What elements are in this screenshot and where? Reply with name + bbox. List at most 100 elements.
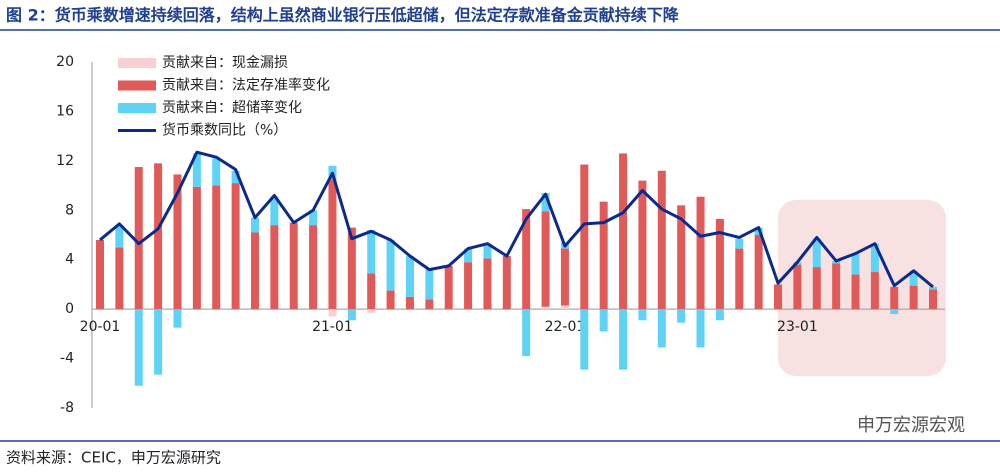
bar-segment bbox=[657, 170, 666, 310]
line-series bbox=[99, 150, 934, 289]
bar-segment bbox=[696, 309, 705, 348]
bar-segment bbox=[541, 211, 550, 307]
bar-segment bbox=[657, 309, 666, 348]
bar-segment bbox=[929, 286, 937, 290]
y-tick-label: -4 bbox=[60, 351, 74, 367]
bar-segment bbox=[444, 265, 453, 310]
bar-segment bbox=[793, 264, 802, 310]
bar-segment bbox=[619, 309, 628, 370]
bar-segment bbox=[173, 309, 182, 328]
bar-segment bbox=[425, 269, 434, 300]
bar-segment bbox=[715, 218, 724, 310]
bar-segment bbox=[134, 309, 143, 386]
bar-segment bbox=[173, 174, 182, 310]
bar-segment bbox=[464, 248, 473, 263]
bar-segment bbox=[425, 299, 434, 310]
bar-segment bbox=[599, 201, 608, 310]
bar-segment bbox=[309, 225, 318, 310]
bar-segment bbox=[541, 306, 550, 310]
bar-segment bbox=[192, 186, 201, 310]
bar-segment bbox=[909, 285, 918, 310]
bar-segment bbox=[386, 239, 395, 291]
y-tick-label: 16 bbox=[56, 103, 74, 119]
bar-segment bbox=[677, 205, 686, 310]
bar-segment bbox=[715, 309, 724, 321]
bar-segment bbox=[134, 167, 143, 310]
bar-segment bbox=[638, 180, 647, 310]
bar-segment bbox=[870, 243, 879, 273]
bar-segment bbox=[638, 309, 647, 321]
bar-segment bbox=[289, 222, 298, 310]
bar-segment bbox=[580, 164, 589, 310]
bar-segment bbox=[483, 243, 492, 259]
bar-segment bbox=[735, 248, 744, 310]
chart-title: 图 2：货币乘数增速持续回落，结构上虽然商业银行压低超储，但法定存款准备金贡献持… bbox=[6, 6, 680, 25]
bar-segment bbox=[115, 225, 124, 248]
bar-segment bbox=[270, 196, 279, 226]
legend-swatch bbox=[118, 103, 156, 113]
y-tick-label: 4 bbox=[65, 252, 74, 268]
bar-segment bbox=[929, 289, 937, 310]
bar-segment bbox=[154, 309, 163, 375]
legend-label: 货币乘数同比（%） bbox=[162, 122, 287, 139]
legend-label: 贡献来自：超储率变化 bbox=[162, 99, 302, 116]
bar-segment bbox=[405, 256, 414, 297]
bar-segment bbox=[560, 305, 569, 310]
bar-segment bbox=[367, 309, 376, 313]
y-tick-label: 20 bbox=[56, 54, 74, 70]
bar-segment bbox=[735, 238, 744, 249]
bar-segment bbox=[812, 267, 821, 310]
bar-segment bbox=[696, 196, 705, 310]
bar-segment bbox=[851, 274, 860, 310]
bar-segment bbox=[812, 238, 821, 268]
bar-segment bbox=[231, 170, 240, 184]
bar-segment bbox=[212, 158, 221, 186]
bar-segment bbox=[754, 235, 763, 310]
x-tick-label: 22-01 bbox=[545, 319, 586, 335]
highlight-box bbox=[778, 200, 946, 376]
watermark: 申万宏源宏观 bbox=[857, 415, 965, 436]
bar-segment bbox=[115, 247, 124, 310]
bar-segment bbox=[832, 263, 841, 310]
bar-segment bbox=[328, 179, 337, 310]
bar-segment bbox=[309, 210, 318, 226]
bar-segment bbox=[522, 209, 531, 310]
bar-segment bbox=[483, 258, 492, 310]
bar-segment bbox=[890, 309, 899, 315]
legend-swatch bbox=[118, 80, 156, 91]
y-tick-label: -8 bbox=[60, 400, 74, 416]
bar-segment bbox=[386, 290, 395, 310]
legend-swatch bbox=[118, 58, 156, 68]
y-tick-label: 8 bbox=[65, 202, 74, 218]
bar-segment bbox=[619, 153, 628, 310]
bar-segment bbox=[870, 272, 879, 310]
bar-segment bbox=[192, 153, 201, 187]
bar-segment bbox=[270, 225, 279, 310]
x-tick-label: 20-01 bbox=[80, 319, 121, 335]
bar-segment bbox=[405, 296, 414, 310]
bar-segment bbox=[560, 248, 569, 306]
bar-segment bbox=[347, 309, 356, 321]
bar-segment bbox=[154, 163, 163, 310]
bar-segment bbox=[212, 185, 221, 310]
x-tick-label: 23-01 bbox=[777, 319, 818, 335]
source-note: 资料来源：CEIC，申万宏源研究 bbox=[6, 449, 221, 467]
bar-segment bbox=[347, 227, 356, 310]
bar-segment bbox=[909, 270, 918, 286]
bar-segment bbox=[522, 309, 531, 357]
bar-segment bbox=[367, 230, 376, 274]
legend-label: 贡献来自：法定存准率变化 bbox=[162, 77, 330, 94]
bar-segment bbox=[502, 256, 511, 310]
x-tick-label: 21-01 bbox=[312, 319, 353, 335]
bar-segment bbox=[580, 309, 589, 370]
bar-segment bbox=[774, 284, 783, 310]
bar-segment bbox=[231, 183, 240, 310]
bar-segment bbox=[250, 232, 259, 310]
bar-segment bbox=[541, 192, 550, 212]
bar-segment bbox=[96, 239, 104, 310]
bar-segment bbox=[599, 309, 608, 332]
bar-segment bbox=[464, 262, 473, 310]
bar-segment bbox=[890, 286, 899, 310]
bar-segment bbox=[328, 309, 337, 317]
